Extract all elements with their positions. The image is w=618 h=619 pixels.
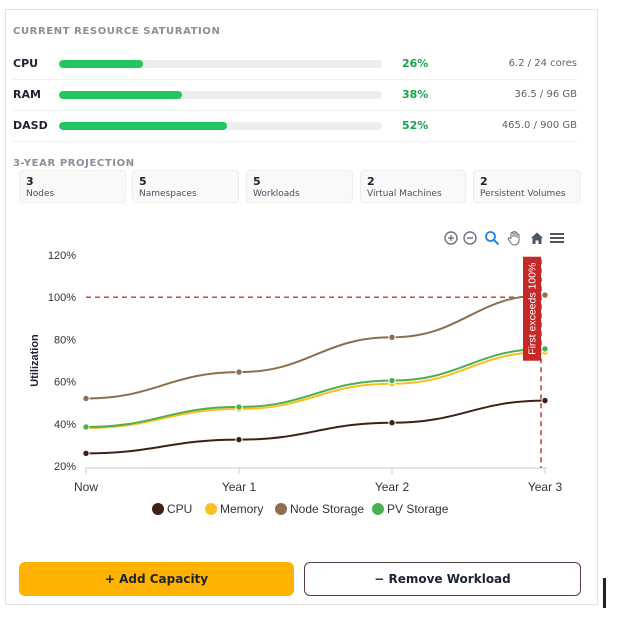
resource-name: RAM [13, 88, 41, 101]
capacity-panel [5, 9, 598, 605]
data-point [388, 419, 396, 427]
menu-icon[interactable] [549, 230, 565, 246]
usage-bar-track [59, 122, 382, 130]
stat-value: 5 [253, 175, 261, 188]
stat-value: 2 [480, 175, 488, 188]
usage-percent: 38% [402, 88, 429, 101]
data-point [82, 394, 90, 403]
stat-value: 3 [26, 175, 34, 188]
legend-label: Node Storage [290, 502, 364, 516]
y-tick-label: 40% [54, 419, 76, 431]
series-line-memory [85, 351, 546, 430]
annotation-label-box [523, 256, 541, 361]
legend-label: Memory [220, 502, 263, 516]
stat-label: Persistent Volumes [480, 189, 566, 199]
utilization-chart: 20% 40% 60% 80% 100% 120% Now Year 1 Year 2 Year … [29, 250, 563, 516]
add-capacity-button[interactable]: + Add Capacity [19, 562, 294, 596]
data-point [235, 403, 243, 411]
legend-marker [275, 503, 287, 515]
usage-bar-track [59, 60, 382, 68]
x-tick-label: Year 1 [222, 480, 257, 494]
data-point [82, 423, 90, 431]
data-point [82, 449, 90, 458]
usage-amount: 6.2 / 24 cores [508, 58, 577, 69]
usage-bar-track [59, 91, 382, 99]
data-point [388, 333, 396, 341]
x-tick-label: Now [74, 480, 98, 494]
usage-bar-fill [59, 91, 182, 99]
stat-card-nodes: 3 Nodes [19, 170, 126, 203]
stat-value: 5 [139, 175, 147, 188]
legend-label: CPU [167, 502, 192, 516]
resource-row-ram: RAM 38% 36.5 / 96 GB [13, 80, 577, 111]
legend-marker [152, 503, 164, 515]
stat-card-workloads: 5 Workloads [246, 170, 353, 203]
stat-label: Virtual Machines [367, 189, 442, 199]
legend-marker [205, 503, 217, 515]
stat-value: 2 [367, 175, 375, 188]
usage-bar-fill [59, 122, 227, 130]
data-point [235, 435, 243, 444]
series-line-node-storage [85, 294, 546, 400]
text-cursor [603, 578, 606, 608]
home-reset-icon[interactable] [529, 230, 545, 246]
legend-marker [372, 503, 384, 515]
stat-card-persistent-volumes: 2 Persistent Volumes [473, 170, 581, 203]
usage-amount: 465.0 / 900 GB [501, 120, 577, 131]
y-tick-label: 60% [54, 377, 76, 389]
resource-name: DASD [13, 119, 48, 132]
zoom-out-icon[interactable] [462, 230, 478, 246]
stat-label: Nodes [26, 189, 55, 199]
zoom-selection-icon[interactable] [484, 230, 500, 246]
y-tick-label: 80% [54, 334, 76, 346]
resource-row-dasd: DASD 52% 465.0 / 900 GB [13, 111, 577, 142]
saturation-title: CURRENT RESOURCE SATURATION [13, 26, 221, 37]
projection-title: 3-YEAR PROJECTION [13, 158, 135, 169]
stat-label: Namespaces [139, 189, 197, 199]
usage-bar-fill [59, 60, 143, 68]
x-tick-label: Year 3 [528, 480, 563, 494]
stat-label: Workloads [253, 189, 300, 199]
stat-card-namespaces: 5 Namespaces [132, 170, 239, 203]
y-tick-label: 20% [54, 461, 76, 473]
annotation-label: First exceeds 100% [527, 263, 539, 355]
usage-amount: 36.5 / 96 GB [514, 89, 577, 100]
zoom-in-icon[interactable] [443, 230, 459, 246]
pan-hand-icon[interactable] [506, 230, 522, 246]
data-point [541, 345, 549, 353]
series-line-cpu [85, 399, 546, 455]
remove-workload-button[interactable]: − Remove Workload [304, 562, 581, 596]
series-line-pv-storage [85, 347, 546, 428]
usage-percent: 52% [402, 119, 429, 132]
resource-name: CPU [13, 57, 39, 70]
data-point [235, 368, 243, 376]
x-tick-label: Year 2 [375, 480, 410, 494]
resource-row-cpu: CPU 26% 6.2 / 24 cores [13, 49, 577, 80]
y-axis-label: Utilization [29, 334, 41, 387]
y-tick-label: 100% [48, 292, 76, 304]
data-point [541, 291, 549, 299]
data-point [388, 376, 396, 385]
data-point [541, 396, 549, 405]
usage-percent: 26% [402, 57, 429, 70]
stat-card-virtual-machines: 2 Virtual Machines [360, 170, 466, 203]
legend-label: PV Storage [387, 502, 449, 516]
y-tick-label: 120% [48, 250, 76, 262]
